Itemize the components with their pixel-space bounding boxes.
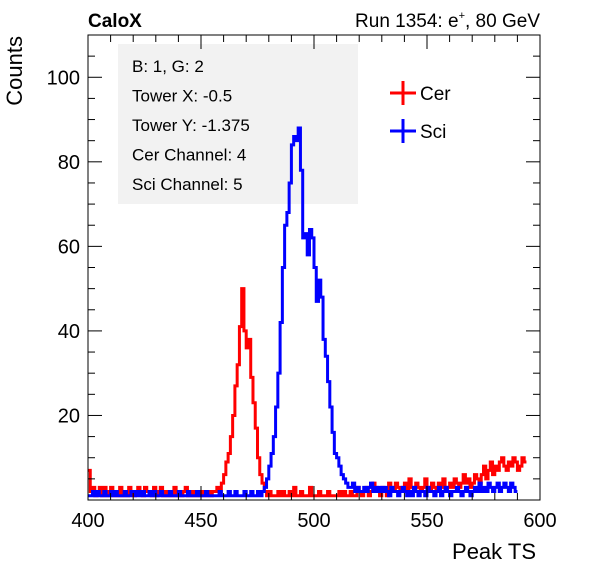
series-sci-line [88,126,518,498]
info-box [118,44,358,204]
x-tick-label: 500 [297,510,330,532]
left-title: CaloX [88,11,142,32]
legend: Cer Sci [390,81,451,143]
x-tick-label: 600 [523,510,556,532]
x-tick-label: 400 [71,510,104,532]
right-title: Run 1354: e+, 80 GeV [355,10,540,32]
x-tick-label: 450 [184,510,217,532]
info-line-5: Sci Channel: 5 [132,175,243,194]
y-tick-label: 60 [58,236,80,258]
y-tick-label: 100 [47,67,80,89]
x-tick-label: 550 [410,510,443,532]
right-title-prefix: Run 1354: e [355,11,459,32]
series-cer-line [88,287,527,498]
y-tick-label: 40 [58,321,80,343]
y-tick-label: 20 [58,405,80,427]
tick-layer: 400 450 500 550 600 20 40 60 80 100 [47,34,557,532]
legend-label-cer: Cer [420,84,451,105]
right-title-sup: + [459,10,465,22]
info-line-3: Tower Y: -1.375 [132,116,250,135]
info-line-2: Tower X: -0.5 [132,87,232,106]
right-title-suffix: , 80 GeV [465,11,540,32]
info-box-lines: B: 1, G: 2 Tower X: -0.5 Tower Y: -1.375 Ce… [132,57,250,194]
x-axis-label: Peak TS [452,539,536,564]
info-line-1: B: 1, G: 2 [132,57,204,76]
legend-label-sci: Sci [420,122,446,143]
y-tick-label: 80 [58,152,80,174]
series-layer [88,126,527,498]
info-line-4: Cer Channel: 4 [132,146,246,165]
y-axis-label: Counts [2,36,27,106]
